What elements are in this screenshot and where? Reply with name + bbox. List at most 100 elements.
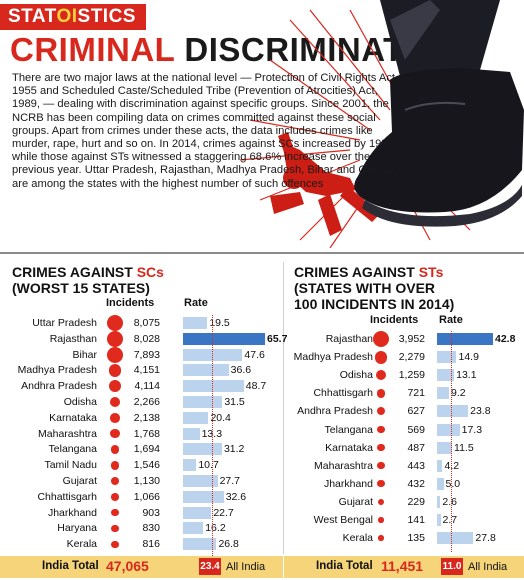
incident-dot <box>111 508 119 517</box>
rate-label: 9.2 <box>451 387 466 400</box>
sc-col-incidents: Incidents <box>106 297 155 309</box>
state-label: Haryana <box>57 522 97 535</box>
st-title-prefix: CRIMES AGAINST <box>294 264 419 280</box>
incident-value: 4,151 <box>133 364 160 377</box>
incident-value: 830 <box>142 522 160 535</box>
state-label: Karnataka <box>325 441 373 454</box>
rate-label: 2.6 <box>442 495 457 508</box>
state-label: Rajasthan <box>325 333 373 345</box>
rate-label: 32.6 <box>225 490 247 503</box>
incident-dot <box>110 397 120 407</box>
sc-col-rate: Rate <box>184 297 208 309</box>
incident-value: 3,952 <box>398 333 425 345</box>
rate-label: 13.3 <box>201 427 223 440</box>
rate-bar <box>183 490 224 503</box>
state-label: Madhya Pradesh <box>17 364 97 377</box>
rate-bar <box>437 514 441 526</box>
boot <box>354 68 524 227</box>
brand-text-stics: STICS <box>77 6 136 27</box>
section-divider <box>0 252 524 254</box>
rate-bar <box>437 387 450 400</box>
incident-dot <box>111 477 119 485</box>
incident-value: 569 <box>407 423 425 436</box>
headline-red: CRIMINAL <box>10 31 175 68</box>
sc-all-india-label: All India <box>226 561 266 573</box>
incident-dot <box>375 370 387 381</box>
incident-value: 903 <box>142 506 160 519</box>
rate-label: 47.6 <box>244 348 265 361</box>
boot-illustration <box>239 0 524 248</box>
state-label: Chhattisgarh <box>313 387 373 400</box>
sc-title-highlight: SCs <box>136 264 164 280</box>
incident-value: 1,259 <box>398 369 425 382</box>
brand-text-stat: STAT <box>8 6 57 27</box>
incident-value: 432 <box>407 477 425 490</box>
incident-value: 8,028 <box>133 332 160 345</box>
incident-value: 7,893 <box>133 348 160 361</box>
state-label: Telangana <box>48 443 97 456</box>
st-col-rate: Rate <box>439 314 463 326</box>
rate-label: 14.9 <box>458 351 479 364</box>
st-total-value: 11,451 <box>381 558 424 574</box>
brand-text-oi: OI <box>56 6 78 27</box>
state-label: Bihar <box>72 348 97 361</box>
rate-label: 20.4 <box>210 411 231 424</box>
incident-dot <box>111 540 119 548</box>
state-label: Gujarat <box>338 495 373 508</box>
incident-dot <box>377 443 385 452</box>
state-label: Maharashtra <box>314 459 373 472</box>
rate-label: 5.0 <box>445 477 461 490</box>
state-label: Odisha <box>339 369 373 382</box>
incident-value: 1,694 <box>133 443 160 456</box>
incident-dot <box>377 425 385 434</box>
incident-dot <box>378 535 384 541</box>
st-total-band <box>284 556 524 578</box>
state-label: West Bengal <box>313 514 373 526</box>
state-label: Andhra Pradesh <box>297 405 373 418</box>
incident-dot <box>377 480 385 488</box>
rate-bar <box>183 396 223 408</box>
rate-bar <box>183 380 244 393</box>
incident-dot <box>108 380 122 393</box>
state-label: Uttar Pradesh <box>32 317 97 329</box>
rate-label: 23.8 <box>470 405 491 418</box>
rate-label: 13.1 <box>456 369 477 382</box>
incident-dot <box>110 444 120 454</box>
incident-dot <box>108 364 122 377</box>
all-india-rate-line <box>212 315 214 556</box>
rate-bar <box>437 369 455 382</box>
sc-title-line2: (WORST 15 STATES) <box>12 280 150 296</box>
rate-bar <box>183 411 209 424</box>
incident-dot <box>110 412 120 423</box>
rate-bar <box>437 495 441 508</box>
incident-dot <box>378 517 384 523</box>
incident-dot <box>376 389 386 398</box>
incident-value: 1,546 <box>133 459 160 472</box>
column-divider <box>283 262 284 554</box>
state-label: Gujarat <box>62 475 97 487</box>
brand-logo: STATOISTICS <box>0 4 146 30</box>
state-label: Madhya Pradesh <box>293 351 373 364</box>
state-label: Jharkhand <box>47 506 97 519</box>
rate-bar <box>437 477 444 490</box>
incident-dot <box>373 331 389 347</box>
rate-bar <box>183 459 197 472</box>
rate-bar <box>437 459 443 472</box>
state-label: Odisha <box>63 396 97 408</box>
incident-value: 627 <box>407 405 425 418</box>
all-india-rate-line <box>451 331 453 553</box>
incident-dot <box>110 429 120 439</box>
state-label: Jharkhand <box>323 477 373 490</box>
rate-label: 17.3 <box>461 423 483 436</box>
sc-title-prefix: CRIMES AGAINST <box>12 264 137 280</box>
incident-value: 141 <box>407 514 425 526</box>
st-all-india-rate: 11.0 <box>441 558 463 575</box>
rate-bar <box>437 405 469 418</box>
rate-bar <box>183 427 200 440</box>
rate-bar <box>437 441 453 454</box>
state-label: Kerala <box>342 532 373 545</box>
intro-paragraph: There are two major laws at the national… <box>12 72 399 190</box>
state-label: Maharashtra <box>38 427 97 440</box>
incident-dot <box>376 407 386 416</box>
st-title-highlight: STs <box>418 264 444 280</box>
